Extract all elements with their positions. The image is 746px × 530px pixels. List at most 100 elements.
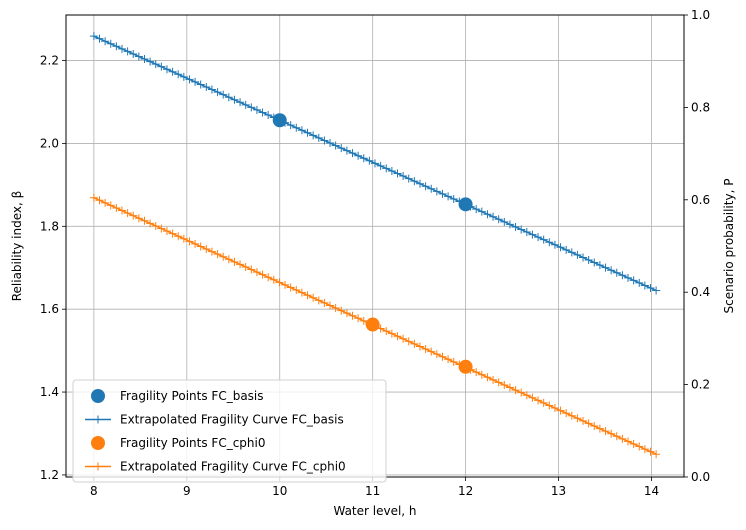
legend-handle-marker [94, 415, 102, 424]
series-marker [202, 83, 211, 92]
series-points-2 [365, 317, 473, 374]
series-marker [342, 309, 351, 318]
series-marker [500, 380, 509, 389]
series-marker [646, 283, 655, 292]
series-marker [404, 174, 413, 183]
series-marker [500, 217, 509, 226]
series-marker [573, 250, 582, 259]
series-marker [185, 237, 194, 246]
series-marker [320, 136, 329, 145]
series-points-0 [272, 113, 473, 212]
series-marker [590, 421, 599, 430]
series-marker [522, 391, 531, 400]
series-marker [191, 77, 200, 86]
series-marker [196, 80, 205, 89]
series-marker [595, 424, 604, 433]
series-marker [309, 293, 318, 302]
series-marker [207, 247, 216, 256]
series-marker [337, 144, 346, 153]
series-marker [483, 210, 492, 219]
y-tick-label: 2.0 [40, 136, 59, 150]
series-marker [252, 268, 261, 277]
series-marker [646, 447, 655, 456]
y2-tick-label: 0.4 [691, 285, 710, 299]
x-tick-label: 10 [272, 484, 287, 498]
series-marker [117, 44, 126, 53]
series-marker [427, 347, 436, 356]
series-marker [286, 121, 295, 130]
series-marker [421, 345, 430, 354]
series-marker [494, 378, 503, 387]
legend-label: Extrapolated Fragility Curve FC_cphi0 [120, 460, 346, 474]
series-marker [309, 131, 318, 140]
series-marker [511, 386, 520, 395]
series-marker [354, 151, 363, 160]
series-marker [258, 108, 267, 117]
series-marker [601, 427, 610, 436]
series-marker [410, 177, 419, 186]
series-marker [179, 234, 188, 243]
series-marker [354, 314, 363, 323]
series-marker [230, 257, 239, 266]
series-marker [89, 32, 98, 41]
y-tick-label: 1.4 [40, 385, 59, 399]
series-marker [314, 296, 323, 305]
series-marker [387, 329, 396, 338]
series-marker [95, 196, 104, 205]
series-marker [191, 239, 200, 248]
series-marker [550, 240, 559, 249]
series-marker [174, 232, 183, 241]
series-marker [449, 194, 458, 203]
series-marker [185, 75, 194, 84]
data-point [365, 317, 380, 332]
series-layer [89, 32, 661, 459]
series-marker [134, 214, 143, 223]
y-tick-label: 1.8 [40, 219, 59, 233]
series-marker [399, 172, 408, 181]
series-marker [517, 388, 526, 397]
series-marker [269, 275, 278, 284]
legend-box [72, 379, 387, 483]
series-marker [528, 230, 537, 239]
series-marker [432, 187, 441, 196]
series-marker [387, 166, 396, 175]
series-marker [247, 265, 256, 274]
x-tick-label: 11 [365, 484, 380, 498]
series-marker [584, 256, 593, 265]
y-tick-label: 2.2 [40, 54, 59, 68]
series-marker [562, 245, 571, 254]
series-marker [618, 271, 627, 280]
series-marker [612, 268, 621, 277]
series-curve-3 [89, 193, 661, 459]
series-marker [421, 182, 430, 191]
series-marker [595, 261, 604, 270]
series-marker [590, 258, 599, 267]
series-marker [415, 179, 424, 188]
series-marker [567, 248, 576, 257]
series-marker [556, 243, 565, 252]
series-marker [162, 65, 171, 74]
series-marker [129, 211, 138, 220]
series-marker [477, 370, 486, 379]
series-marker [505, 220, 514, 229]
series-marker [528, 393, 537, 402]
series-marker [342, 146, 351, 155]
series-marker [331, 304, 340, 313]
y-axis-label: Reliability index, β [10, 191, 24, 302]
series-marker [179, 72, 188, 81]
series-marker [494, 215, 503, 224]
series-marker [579, 416, 588, 425]
series-marker [219, 252, 228, 261]
series-marker [168, 67, 177, 76]
series-marker [224, 93, 233, 102]
series-marker [607, 429, 616, 438]
legend-label: Extrapolated Fragility Curve FC_basis [120, 413, 344, 427]
series-marker [303, 128, 312, 137]
series-marker [95, 34, 104, 43]
x-tick-label: 9 [183, 484, 191, 498]
series-marker [584, 419, 593, 428]
y-tick-label: 1.6 [40, 302, 59, 316]
series-marker [579, 253, 588, 262]
series-marker [556, 406, 565, 415]
